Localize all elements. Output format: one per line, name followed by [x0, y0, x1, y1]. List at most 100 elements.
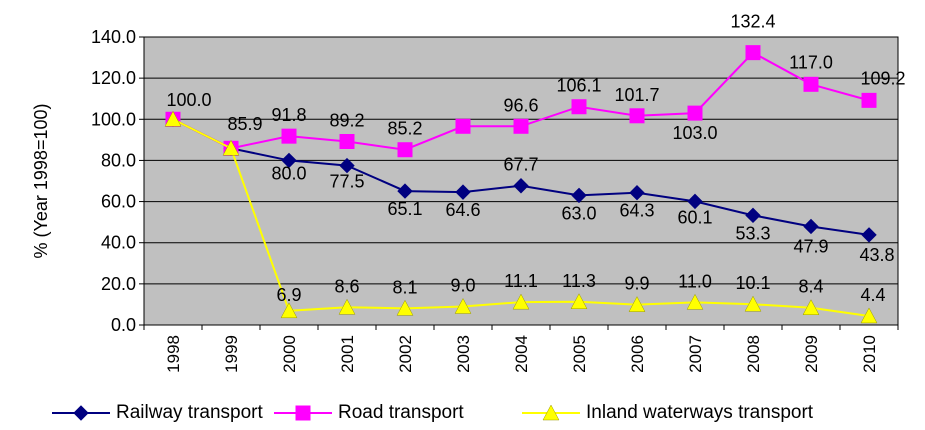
data-label: 77.5	[329, 172, 364, 192]
data-label: 10.1	[735, 273, 770, 293]
x-tick-label: 2000	[280, 335, 299, 373]
data-label: 100.0	[166, 90, 211, 110]
data-label: 64.3	[619, 201, 654, 221]
legend: Railway transport Road transport Inland …	[0, 396, 925, 430]
data-point	[396, 299, 414, 316]
data-point	[629, 108, 645, 124]
y-tick-label: 80.0	[101, 150, 136, 170]
data-label: 64.6	[445, 200, 480, 220]
x-tick-label: 2005	[570, 335, 589, 373]
data-point	[861, 227, 877, 243]
data-point	[570, 293, 588, 310]
data-point	[860, 307, 878, 324]
chart-canvas: 0.0 20.0 40.0 60.0 80.0 100.0 120.0 140.0 1998 19…	[31, 12, 906, 373]
data-point	[628, 296, 646, 312]
x-tick-label: 1999	[222, 335, 241, 373]
data-label: 106.1	[556, 76, 601, 96]
data-label: 80.0	[271, 163, 306, 183]
data-point	[802, 299, 820, 315]
data-label: 103.0	[672, 123, 717, 143]
data-labels: 85.9 80.0 77.5 65.1 64.6 67.7 63.0 64.3 60.1 53.3…	[166, 12, 905, 305]
x-tick-label: 2001	[338, 335, 357, 373]
data-point	[513, 118, 529, 134]
data-point	[512, 293, 530, 310]
data-point	[745, 207, 761, 224]
data-label: 91.8	[271, 105, 306, 125]
data-label: 6.9	[276, 285, 301, 305]
y-tick-label: 0.0	[111, 315, 136, 335]
data-label: 132.4	[730, 12, 775, 32]
data-point	[687, 193, 703, 210]
data-point	[803, 76, 819, 92]
data-label: 65.1	[387, 199, 422, 219]
x-tick-label: 2010	[860, 335, 879, 373]
x-tick-label: 2007	[686, 335, 705, 373]
data-point	[803, 218, 819, 235]
x-tick-label: 2002	[396, 335, 415, 373]
data-point	[281, 128, 297, 144]
data-label: 8.1	[392, 277, 417, 297]
data-point	[861, 92, 877, 108]
data-label: 9.0	[450, 275, 475, 295]
data-point	[686, 293, 704, 310]
legend-label: Road transport	[338, 402, 464, 423]
data-point	[687, 105, 703, 121]
data-label: 67.7	[503, 155, 538, 175]
y-axis-title: % (Year 1998=100)	[31, 104, 51, 259]
data-label: 11.3	[562, 271, 596, 291]
y-tick-label: 100.0	[91, 109, 136, 129]
legend-item-railway: Railway transport	[52, 396, 263, 430]
x-tick-label: 2006	[628, 335, 647, 373]
y-tick-label: 120.0	[91, 68, 136, 88]
data-label: 109.2	[860, 68, 905, 88]
square-marker-icon	[274, 405, 332, 421]
data-point	[281, 152, 297, 169]
data-label: 9.9	[624, 274, 649, 294]
data-point	[571, 99, 587, 115]
data-label: 96.6	[503, 95, 538, 115]
y-tick-label: 20.0	[101, 274, 136, 294]
data-point	[339, 134, 355, 150]
axes: 0.0 20.0 40.0 60.0 80.0 100.0 120.0 140.0 1998 19…	[91, 27, 899, 373]
data-label: 60.1	[677, 207, 712, 227]
data-label: 4.4	[860, 285, 885, 305]
data-label: 63.0	[561, 203, 596, 223]
data-label: 117.0	[789, 52, 833, 72]
x-tick-label: 2004	[512, 335, 531, 373]
y-tick-label: 140.0	[91, 27, 136, 47]
data-point	[280, 302, 298, 319]
data-label: 8.4	[798, 277, 823, 297]
x-tick-label: 2009	[802, 335, 821, 373]
legend-item-road: Road transport	[274, 396, 464, 430]
data-label: 43.8	[859, 245, 894, 265]
series-lines	[164, 45, 878, 324]
data-point	[454, 297, 472, 314]
data-point	[745, 45, 761, 61]
data-label: 8.6	[334, 276, 359, 296]
triangle-marker-icon	[522, 404, 580, 421]
legend-label: Inland waterways transport	[586, 402, 814, 423]
data-point	[339, 157, 355, 174]
data-point	[455, 184, 471, 200]
data-point	[222, 139, 240, 156]
data-point	[455, 118, 471, 134]
data-point	[744, 295, 762, 312]
legend-item-inland-waterways: Inland waterways transport	[522, 396, 813, 430]
data-label: 11.1	[504, 271, 538, 291]
y-tick-label: 60.0	[101, 192, 136, 212]
diamond-marker-icon	[52, 405, 110, 421]
data-label: 85.2	[387, 119, 422, 139]
x-tick-label: 2003	[454, 335, 473, 373]
data-label: 101.7	[614, 85, 659, 105]
data-point	[338, 298, 356, 315]
data-point	[164, 110, 182, 127]
x-tick-label: 1998	[164, 335, 183, 373]
data-point	[629, 185, 645, 201]
x-tick-label: 2008	[744, 335, 763, 373]
data-label: 85.9	[227, 114, 262, 134]
data-label: 11.0	[678, 271, 712, 291]
data-label: 89.2	[329, 111, 364, 131]
data-label: 47.9	[793, 236, 828, 256]
data-point	[397, 142, 413, 158]
